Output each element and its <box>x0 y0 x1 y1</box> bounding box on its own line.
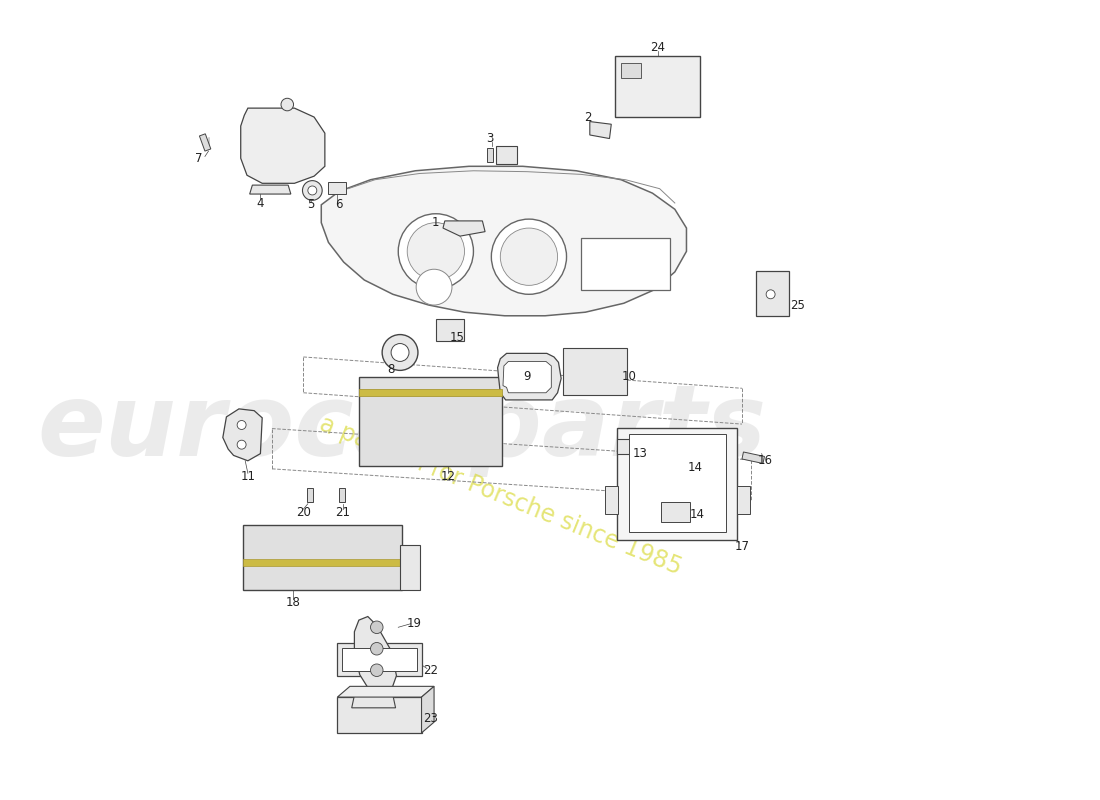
Bar <box>681 498 688 513</box>
Circle shape <box>371 642 383 655</box>
Bar <box>359 377 502 466</box>
Text: 8: 8 <box>387 363 395 376</box>
Text: 18: 18 <box>285 596 300 609</box>
Bar <box>339 488 345 502</box>
Polygon shape <box>503 362 551 393</box>
Text: 14: 14 <box>688 462 703 474</box>
Bar <box>199 134 211 151</box>
Bar <box>329 182 346 194</box>
Text: a passion for Porsche since 1985: a passion for Porsche since 1985 <box>316 412 685 580</box>
Polygon shape <box>223 409 262 461</box>
Bar <box>617 439 638 454</box>
Circle shape <box>500 228 558 286</box>
Bar <box>342 648 417 671</box>
Bar <box>242 526 402 590</box>
Bar <box>359 389 502 396</box>
Circle shape <box>308 186 317 195</box>
Polygon shape <box>250 185 290 194</box>
Circle shape <box>238 421 246 430</box>
Polygon shape <box>421 686 434 733</box>
Bar <box>487 147 493 162</box>
Bar <box>496 146 517 164</box>
Polygon shape <box>352 695 396 708</box>
Text: 7: 7 <box>195 152 202 165</box>
Text: 25: 25 <box>790 298 805 311</box>
Text: 6: 6 <box>336 198 343 211</box>
Bar <box>605 486 617 514</box>
Polygon shape <box>497 354 561 400</box>
Text: 20: 20 <box>296 506 311 519</box>
Circle shape <box>407 222 464 280</box>
Bar <box>400 545 420 590</box>
Bar <box>661 502 690 522</box>
Circle shape <box>766 290 775 298</box>
Text: 19: 19 <box>407 617 422 630</box>
Circle shape <box>280 98 294 111</box>
Text: eurocarparts: eurocarparts <box>37 380 767 477</box>
Bar <box>680 452 685 466</box>
Bar <box>338 697 421 733</box>
Polygon shape <box>241 108 324 183</box>
Text: 5: 5 <box>307 198 315 211</box>
Text: 10: 10 <box>621 370 637 383</box>
Polygon shape <box>321 166 686 316</box>
Text: 12: 12 <box>441 470 455 483</box>
Circle shape <box>382 334 418 370</box>
Bar <box>436 319 464 341</box>
Polygon shape <box>338 686 434 697</box>
Text: 1: 1 <box>431 216 439 229</box>
Text: 22: 22 <box>424 664 438 677</box>
Text: 23: 23 <box>424 712 438 725</box>
Circle shape <box>238 440 246 449</box>
Text: 4: 4 <box>256 197 264 210</box>
Circle shape <box>398 214 473 289</box>
Circle shape <box>371 664 383 677</box>
Text: 13: 13 <box>632 447 648 460</box>
Text: 15: 15 <box>450 330 465 344</box>
Bar <box>307 488 314 502</box>
Bar <box>621 63 641 78</box>
Text: 24: 24 <box>650 41 666 54</box>
Bar <box>581 238 670 290</box>
Text: 16: 16 <box>758 454 772 467</box>
Circle shape <box>416 270 452 305</box>
Bar <box>242 559 402 566</box>
Circle shape <box>371 621 383 634</box>
Circle shape <box>302 181 322 200</box>
Text: 3: 3 <box>486 132 493 145</box>
Text: 14: 14 <box>690 508 705 521</box>
Text: 17: 17 <box>735 540 749 554</box>
Bar <box>563 348 627 394</box>
Bar <box>338 643 421 676</box>
Polygon shape <box>590 122 612 138</box>
Polygon shape <box>443 221 485 236</box>
Polygon shape <box>354 617 396 695</box>
Bar <box>629 434 726 532</box>
Bar <box>617 428 737 539</box>
Text: 11: 11 <box>241 470 255 483</box>
Text: 9: 9 <box>524 370 531 383</box>
Text: 21: 21 <box>336 506 350 519</box>
Bar <box>615 56 700 117</box>
Circle shape <box>492 219 566 294</box>
Circle shape <box>392 343 409 362</box>
Bar <box>757 271 789 316</box>
Bar <box>737 486 750 514</box>
Bar <box>742 452 764 463</box>
Text: 2: 2 <box>584 110 592 123</box>
